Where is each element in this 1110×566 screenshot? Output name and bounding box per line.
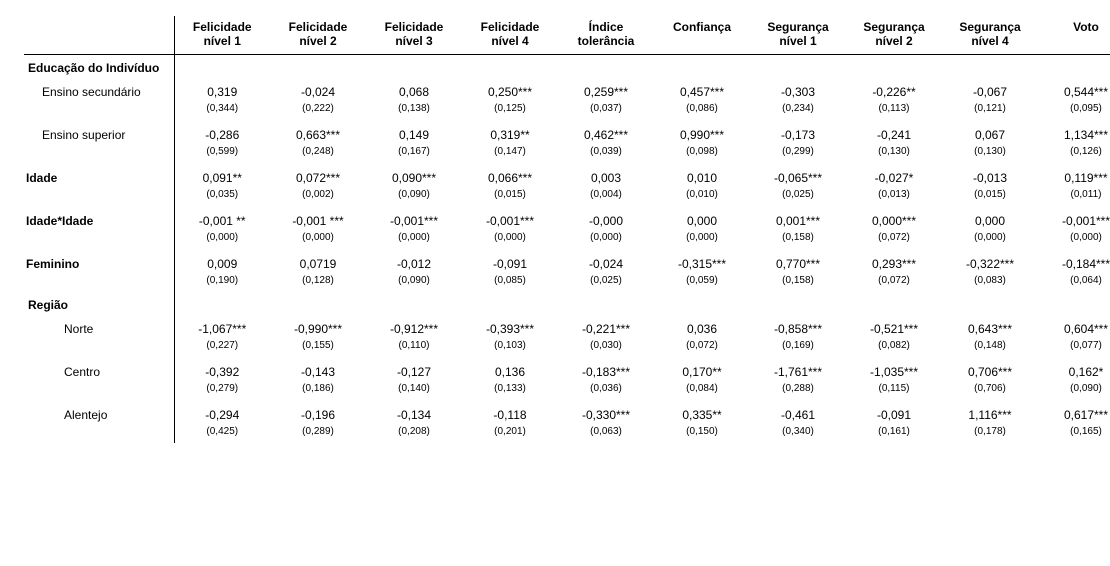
group-regiao: Região [24, 292, 174, 314]
row-alentejo: Alentejo -0,294-0,196-0,134-0,118-0,330*… [24, 400, 1110, 424]
row-idade2-se: (0,000)(0,000)(0,000)(0,000)(0,000)(0,00… [24, 230, 1110, 249]
col-header: Segurançanível 1 [750, 16, 846, 55]
row-idade2: Idade*Idade -0,001 **-0,001 ***-0,001***… [24, 206, 1110, 230]
row-centro-se: (0,279)(0,186)(0,140)(0,133)(0,036)(0,08… [24, 381, 1110, 400]
col-header: Felicidadenível 3 [366, 16, 462, 55]
row-label: Feminino [24, 249, 174, 273]
row-label: Ensino secundário [24, 77, 174, 101]
row-label: Idade*Idade [24, 206, 174, 230]
row-label: Centro [24, 357, 174, 381]
row-ensino-secundario: Ensino secundário 0,319-0,0240,0680,250*… [24, 77, 1110, 101]
row-norte-se: (0,227)(0,155)(0,110)(0,103)(0,030)(0,07… [24, 338, 1110, 357]
col-header: Índicetolerância [558, 16, 654, 55]
col-header: Segurançanível 4 [942, 16, 1038, 55]
row-feminino-se: (0,190)(0,128)(0,090)(0,085)(0,025)(0,05… [24, 273, 1110, 292]
row-label: Norte [24, 314, 174, 338]
row-feminino: Feminino 0,0090,0719-0,012-0,091-0,024-0… [24, 249, 1110, 273]
row-ensino-superior-se: (0,599)(0,248)(0,167)(0,147)(0,039)(0,09… [24, 144, 1110, 163]
col-header: Felicidadenível 4 [462, 16, 558, 55]
row-label: Ensino superior [24, 120, 174, 144]
row-ensino-superior: Ensino superior -0,2860,663***0,1490,319… [24, 120, 1110, 144]
group-educacao: Educação do Indivíduo [24, 55, 174, 78]
row-centro: Centro -0,392-0,143-0,1270,136-0,183***0… [24, 357, 1110, 381]
header-blank [24, 16, 174, 55]
col-header: Voto [1038, 16, 1110, 55]
row-idade-se: (0,035)(0,002)(0,090)(0,015)(0,004)(0,01… [24, 187, 1110, 206]
row-label: Alentejo [24, 400, 174, 424]
row-alentejo-se: (0,425)(0,289)(0,208)(0,201)(0,063)(0,15… [24, 424, 1110, 443]
regression-table: Felicidadenível 1 Felicidadenível 2 Feli… [24, 16, 1110, 443]
row-ensino-secundario-se: (0,344)(0,222)(0,138)(0,125)(0,037)(0,08… [24, 101, 1110, 120]
row-norte: Norte -1,067***-0,990***-0,912***-0,393*… [24, 314, 1110, 338]
col-header: Segurançanível 2 [846, 16, 942, 55]
header-row: Felicidadenível 1 Felicidadenível 2 Feli… [24, 16, 1110, 55]
col-header: Confiança [654, 16, 750, 55]
row-label: Idade [24, 163, 174, 187]
col-header: Felicidadenível 2 [270, 16, 366, 55]
row-idade: Idade 0,091**0,072***0,090***0,066***0,0… [24, 163, 1110, 187]
col-header: Felicidadenível 1 [174, 16, 270, 55]
